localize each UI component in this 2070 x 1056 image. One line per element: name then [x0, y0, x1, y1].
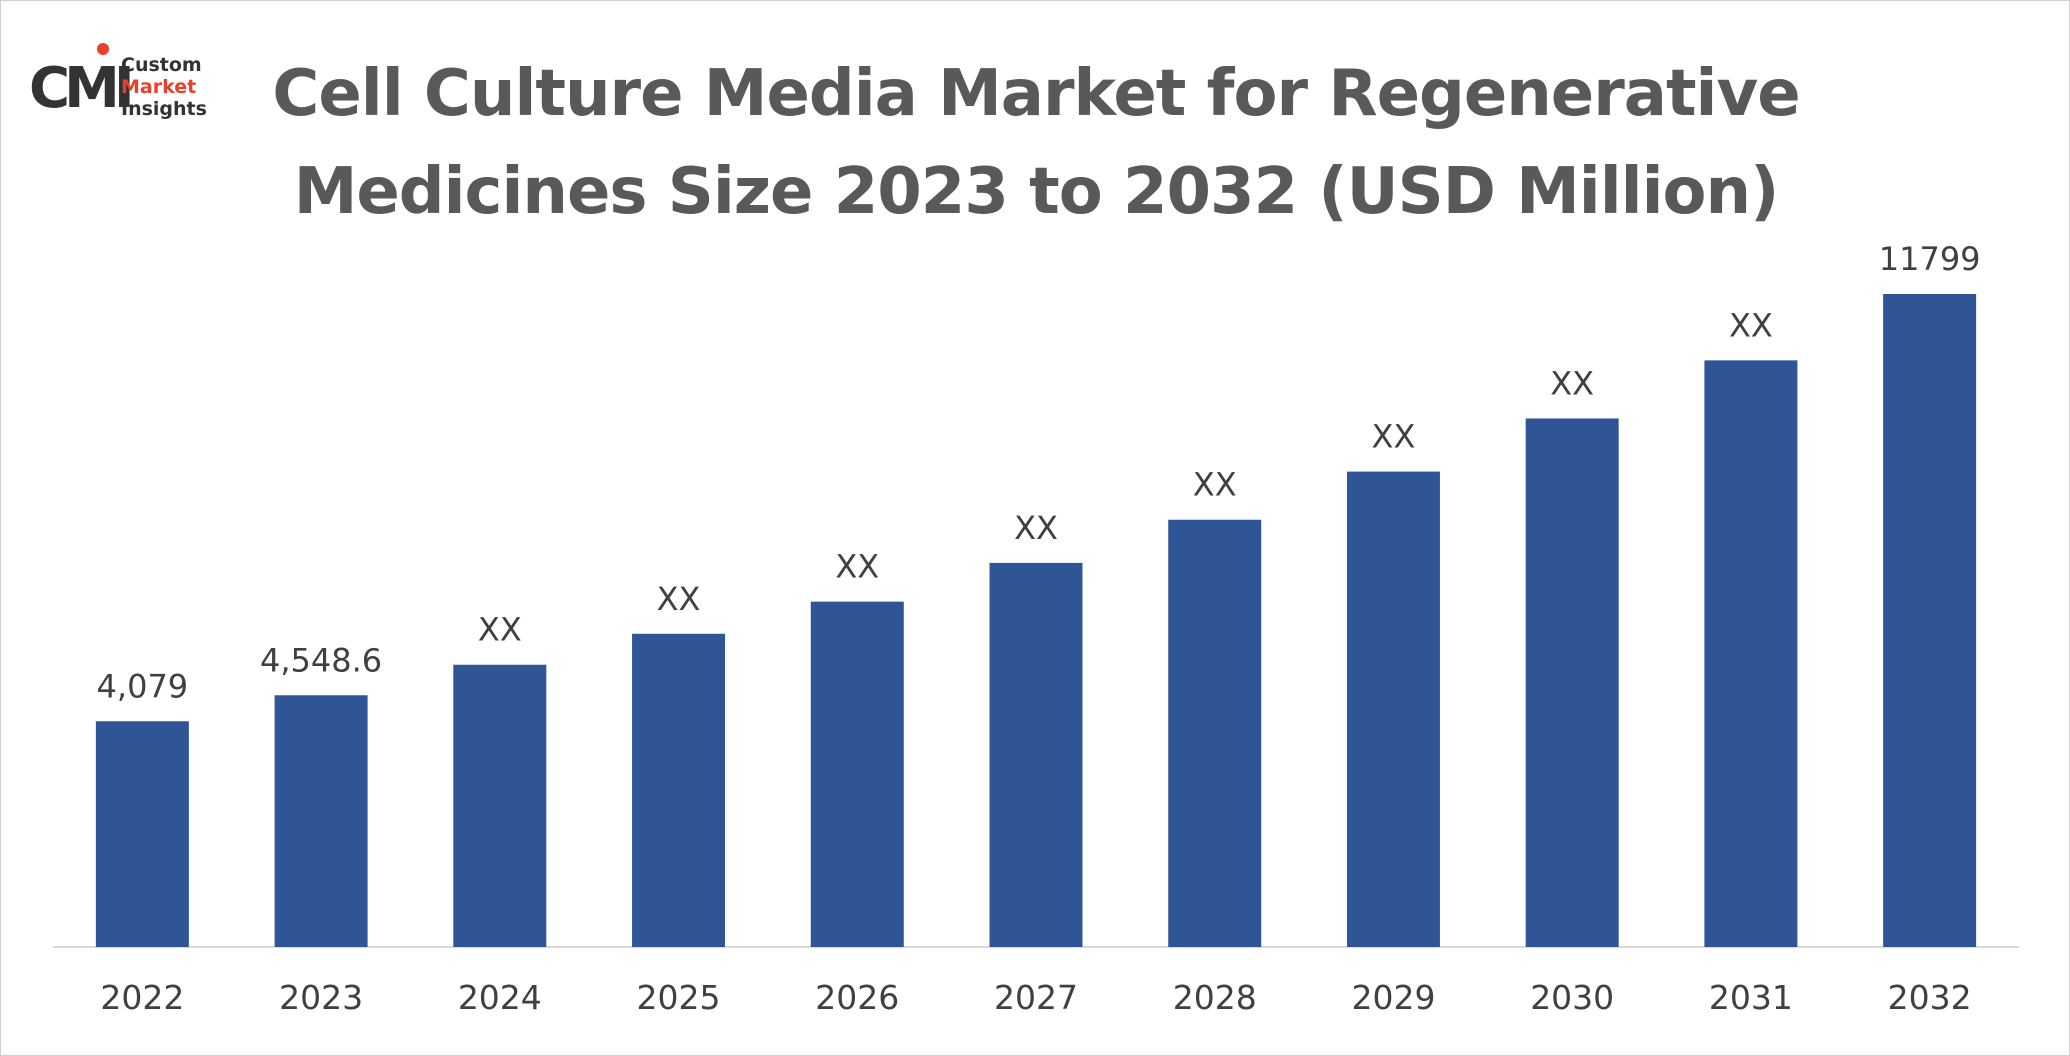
- data-label-2031: XX: [1729, 306, 1773, 344]
- x-tick-label-2025: 2025: [637, 978, 721, 1017]
- x-tick-label-2029: 2029: [1351, 978, 1435, 1017]
- data-label-2030: XX: [1550, 364, 1594, 402]
- x-tick-label-2028: 2028: [1173, 978, 1257, 1017]
- x-tick-label-2030: 2030: [1530, 978, 1614, 1017]
- x-tick-label-2032: 2032: [1888, 978, 1972, 1017]
- data-label-2029: XX: [1372, 418, 1416, 456]
- bar-2028: [1168, 519, 1262, 947]
- x-tick-label-2026: 2026: [815, 978, 899, 1017]
- x-tick-label-2022: 2022: [100, 978, 184, 1017]
- bar-2029: [1346, 471, 1440, 947]
- data-label-2025: XX: [657, 580, 701, 618]
- x-tick-label-2024: 2024: [458, 978, 542, 1017]
- bar-2024: [453, 664, 547, 947]
- data-label-2026: XX: [835, 548, 879, 586]
- bar-2030: [1525, 418, 1619, 948]
- bar-2031: [1704, 360, 1798, 947]
- chart-title: Cell Culture Media Market for Regenerati…: [272, 57, 1800, 229]
- x-tick-label-2031: 2031: [1709, 978, 1793, 1017]
- logo-mark: CMI: [29, 56, 130, 121]
- data-label-2022: 4,079: [97, 667, 189, 705]
- x-tick-label-2027: 2027: [994, 978, 1078, 1017]
- data-label-2024: XX: [478, 611, 522, 649]
- bar-2025: [632, 633, 726, 947]
- data-label-2027: XX: [1014, 509, 1058, 547]
- bar-2023: [274, 695, 368, 947]
- logo-accent-dot: [97, 43, 109, 55]
- company-logo: CMI Custom Market Insights: [29, 43, 207, 121]
- bar-2027: [989, 562, 1083, 947]
- data-label-2032: 11799: [1879, 240, 1981, 278]
- data-label-2023: 4,548.6: [260, 641, 382, 679]
- logo-line-1: Custom: [121, 54, 202, 76]
- data-label-2028: XX: [1193, 466, 1237, 504]
- logo-line-3: Insights: [121, 98, 207, 120]
- x-tick-label-2023: 2023: [279, 978, 363, 1017]
- bar-2022: [95, 721, 189, 947]
- bar-2032: [1883, 294, 1977, 947]
- logo-line-2: Market: [121, 76, 196, 98]
- bar-2026: [810, 601, 904, 947]
